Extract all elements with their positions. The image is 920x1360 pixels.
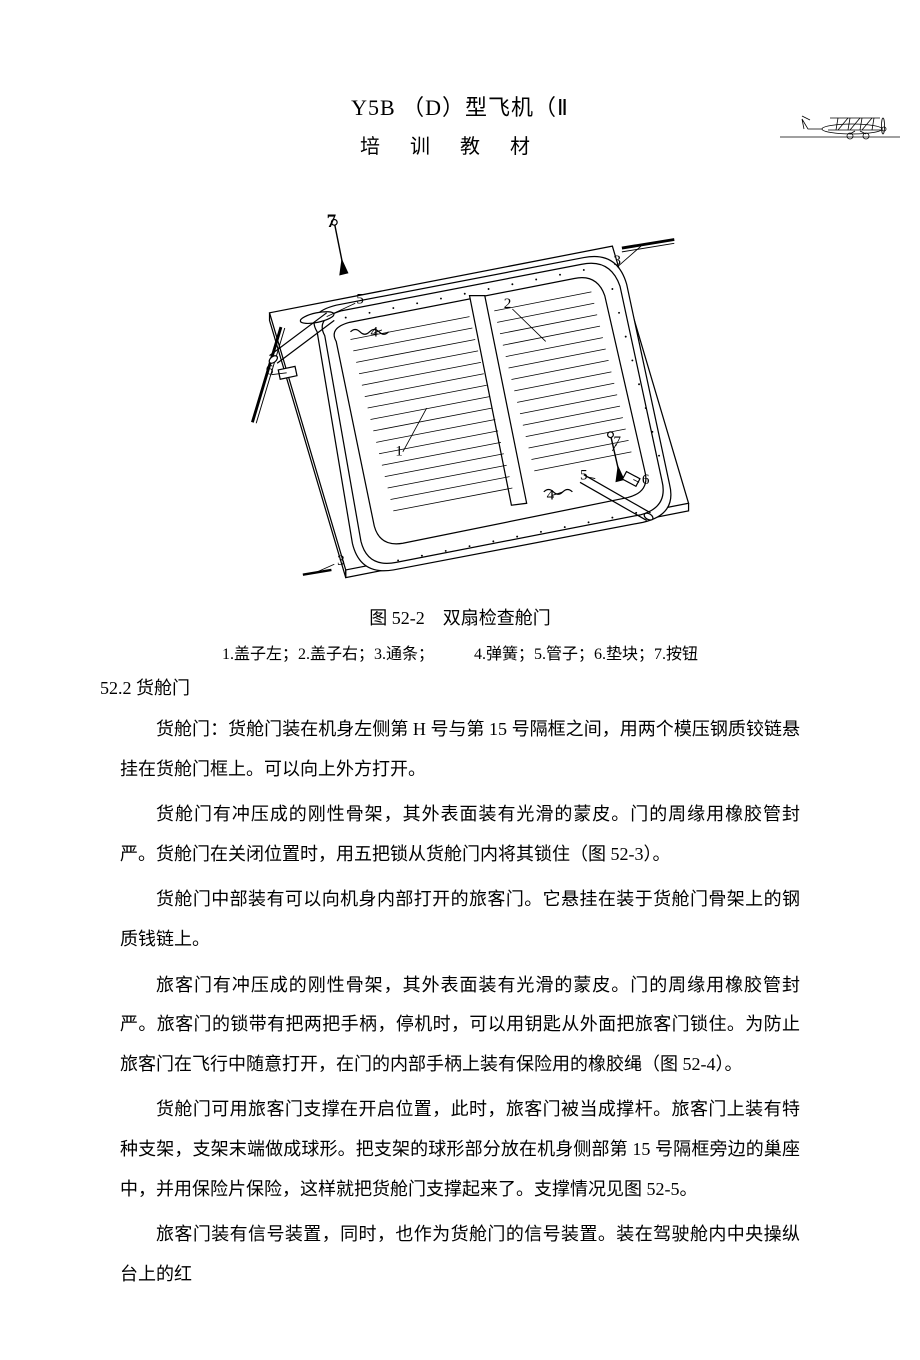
figure-caption: 图 52-2 双扇检查舱门 xyxy=(120,604,800,630)
title-line-1: Y5B （D）型飞机（Ⅱ xyxy=(120,90,800,122)
section-heading: 52.2 货舱门 xyxy=(100,674,800,700)
svg-text:4: 4 xyxy=(370,324,378,341)
svg-text:5: 5 xyxy=(356,290,364,307)
paragraph-4: 旅客门有冲压成的刚性骨架，其外表面装有光滑的蒙皮。门的周缘用橡胶管封严。旅客门的… xyxy=(120,966,800,1085)
svg-text:3: 3 xyxy=(613,252,621,269)
paragraph-2: 货舱门有冲压成的刚性骨架，其外表面装有光滑的蒙皮。门的周缘用橡胶管封严。货舱门在… xyxy=(120,795,800,874)
svg-text:4: 4 xyxy=(547,486,555,503)
svg-text:7: 7 xyxy=(327,211,337,232)
legend-part-2: 4.弹簧；5.管子；6.垫块；7.按钮 xyxy=(474,640,698,664)
paragraph-1: 货舱门：货舱门装在机身左侧第 H 号与第 15 号隔框之间，用两个模压钢质铰链悬… xyxy=(120,710,800,789)
figure-legend: 1.盖子左；2.盖子右；3.通条； 4.弹簧；5.管子；6.垫块；7.按钮 xyxy=(120,640,800,664)
svg-text:6: 6 xyxy=(266,362,274,379)
legend-part-1: 1.盖子左；2.盖子右；3.通条； xyxy=(222,640,434,664)
svg-text:2: 2 xyxy=(504,295,512,312)
svg-text:6: 6 xyxy=(642,471,650,488)
title-line-2: 培训教材 xyxy=(120,130,800,159)
paragraph-6: 旅客门装有信号装置，同时，也作为货舱门的信号装置。装在驾驶舱内中央操纵台上的红 xyxy=(120,1215,800,1294)
svg-text:5: 5 xyxy=(580,466,588,483)
page-header: Y5B （D）型飞机（Ⅱ 培训教材 xyxy=(120,90,800,159)
biplane-icon xyxy=(780,104,900,144)
svg-text:1: 1 xyxy=(395,443,403,460)
svg-text:7: 7 xyxy=(613,433,621,450)
svg-text:3: 3 xyxy=(337,552,345,569)
paragraph-5: 货舱门可用旅客门支撑在开启位置，此时，旅客门被当成撑杆。旅客门上装有特种支架，支… xyxy=(120,1090,800,1209)
paragraph-3: 货舱门中部装有可以向机身内部打开的旅客门。它悬挂在装于货舱门骨架上的钢质钱链上。 xyxy=(120,880,800,959)
figure-diagram: 1 2 3 4 5 6 7 4 5 6 7 3 xyxy=(120,189,800,594)
